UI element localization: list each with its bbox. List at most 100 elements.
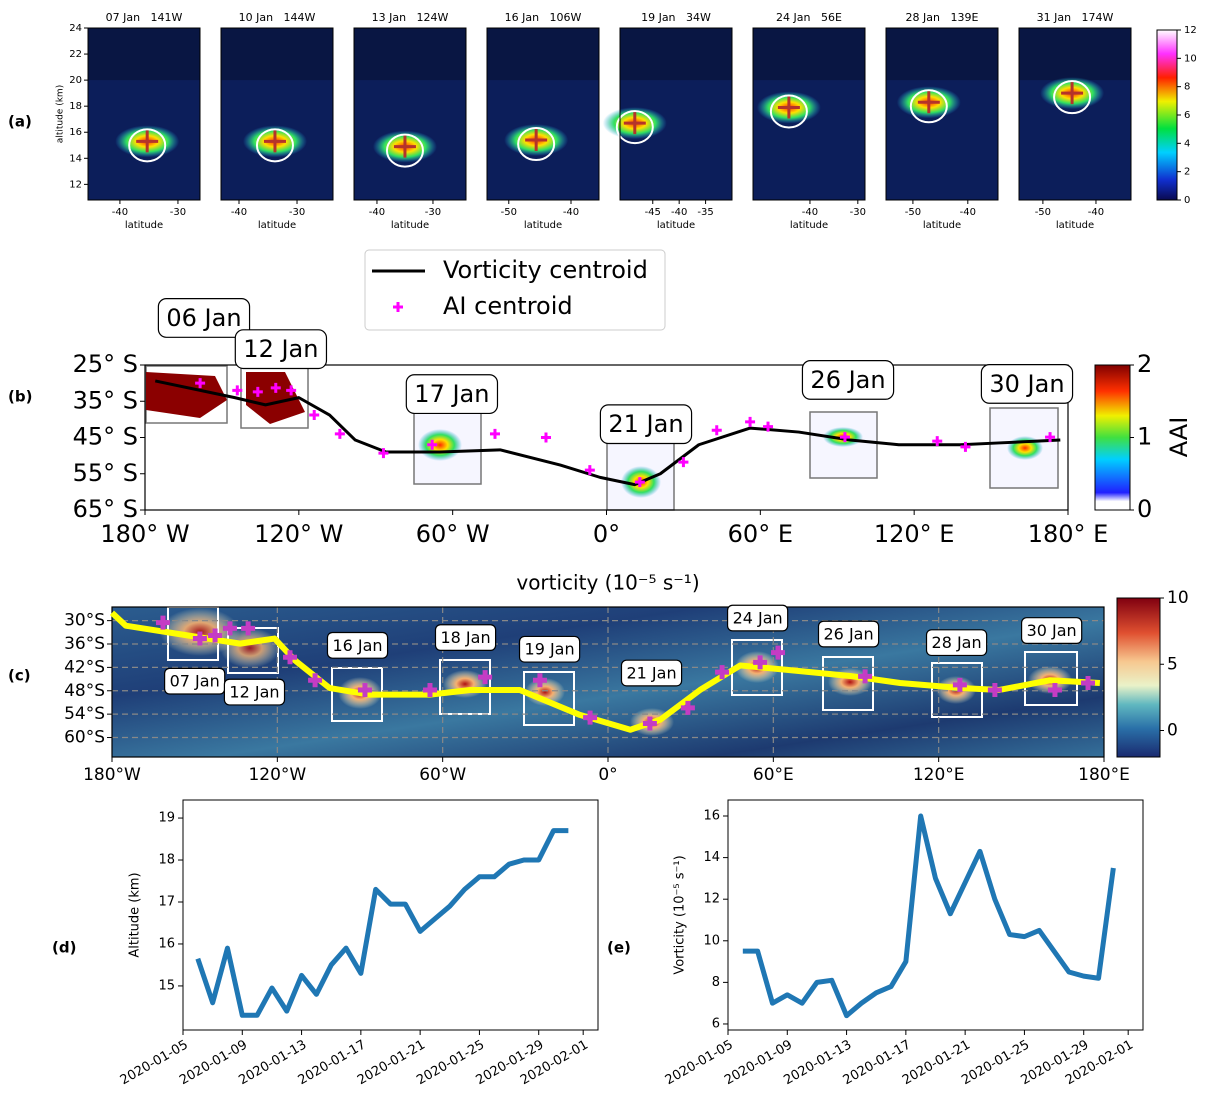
centroid-marker bbox=[932, 436, 943, 447]
x-tick-label: 60°E bbox=[753, 765, 794, 785]
legend-label: Vorticity centroid bbox=[443, 256, 648, 284]
date-label: 30 Jan bbox=[989, 370, 1064, 398]
x-tick-label: -30 bbox=[850, 207, 866, 218]
upper-band bbox=[753, 28, 865, 81]
lidar-image bbox=[354, 28, 466, 200]
centroid-cross bbox=[263, 130, 286, 153]
x-tick-label: -35 bbox=[697, 207, 713, 218]
centroid-marker bbox=[427, 439, 438, 450]
panel-title: 24 Jan 56E bbox=[776, 11, 842, 24]
x-tick-label: 0° bbox=[593, 520, 620, 548]
date-label: 16 Jan bbox=[332, 636, 382, 655]
centroid-marker bbox=[357, 682, 372, 697]
centroid-marker bbox=[283, 650, 298, 665]
y-tick-label: 10 bbox=[703, 933, 720, 948]
date-box bbox=[234, 329, 328, 370]
y-tick-label: 19 bbox=[158, 811, 175, 826]
y-tick-label: 18 bbox=[158, 853, 175, 868]
x-axis-label: latitude bbox=[524, 220, 562, 231]
date-label: 30 Jan bbox=[1027, 621, 1077, 640]
date-label: 21 Jan bbox=[626, 664, 676, 683]
y-tick-label: 60°S bbox=[64, 728, 105, 748]
colorbar-tick-label: 0 bbox=[1167, 721, 1178, 741]
centroid-marker bbox=[715, 665, 730, 680]
date-label: 19 Jan bbox=[525, 640, 575, 659]
centroid-marker bbox=[1045, 432, 1056, 443]
upper-band bbox=[886, 28, 998, 81]
colorbar-tick-label: 1 bbox=[1137, 423, 1152, 451]
centroid-marker bbox=[208, 628, 223, 643]
date-box bbox=[980, 364, 1074, 404]
x-tick-label: 60° W bbox=[416, 520, 490, 548]
centroid-marker bbox=[232, 385, 243, 396]
date-label: 17 Jan bbox=[414, 380, 489, 408]
centroid-marker bbox=[252, 386, 263, 397]
track-line bbox=[109, 610, 1101, 733]
x-tick-label: -40 bbox=[671, 207, 687, 218]
x-tick-label: -40 bbox=[112, 207, 128, 218]
date-box bbox=[223, 678, 286, 706]
series-line bbox=[195, 828, 569, 1018]
centroid-marker bbox=[634, 477, 645, 488]
contour bbox=[128, 128, 167, 163]
y-tick-label: 45° S bbox=[73, 423, 138, 451]
date-box bbox=[925, 629, 988, 657]
centroid-marker bbox=[583, 710, 598, 725]
contour bbox=[909, 89, 948, 124]
date-label: 26 Jan bbox=[810, 366, 885, 394]
panel-title: 19 Jan 34W bbox=[641, 11, 711, 24]
centroid-marker bbox=[678, 457, 689, 468]
centroid-cross bbox=[525, 129, 548, 152]
y-tick-label: 14 bbox=[703, 850, 720, 865]
y-tick-label: 16 bbox=[69, 127, 82, 138]
panel-frame bbox=[885, 27, 999, 201]
legend-box bbox=[364, 249, 666, 331]
contour bbox=[385, 133, 424, 168]
upper-band bbox=[88, 28, 200, 81]
colorbar-tick-label: 10 bbox=[1184, 53, 1197, 64]
upper-band bbox=[221, 28, 333, 81]
centroid-marker bbox=[952, 677, 967, 692]
x-tick-label: 120° W bbox=[254, 520, 343, 548]
x-tick-label: -40 bbox=[1088, 207, 1104, 218]
panel-frame bbox=[486, 27, 600, 201]
lidar-image bbox=[88, 28, 200, 200]
date-label: 06 Jan bbox=[166, 304, 241, 332]
lidar-image bbox=[221, 28, 333, 200]
x-axis-label: latitude bbox=[657, 220, 695, 231]
centroid-marker bbox=[308, 673, 323, 688]
y-tick-label: 14 bbox=[69, 153, 82, 164]
date-label: 28 Jan bbox=[932, 633, 982, 652]
centroid-marker bbox=[286, 385, 297, 396]
colorbar-tick-label: 2 bbox=[1184, 167, 1190, 178]
y-tick-label: 16 bbox=[158, 936, 175, 951]
date-box bbox=[405, 374, 499, 415]
y-tick-label: 30°S bbox=[64, 611, 105, 631]
centroid-marker bbox=[489, 428, 500, 439]
y-tick-label: 12 bbox=[703, 892, 720, 907]
colorbar-tick-label: 0 bbox=[1137, 495, 1152, 523]
contour bbox=[615, 110, 654, 145]
y-tick-label: 24 bbox=[69, 23, 82, 34]
centroid-marker bbox=[478, 670, 493, 685]
lidar-image bbox=[487, 28, 599, 200]
centroid-marker bbox=[1047, 682, 1062, 697]
date-box bbox=[801, 360, 895, 400]
x-tick-label: 180° E bbox=[1028, 520, 1109, 548]
panel-label: (e) bbox=[607, 939, 631, 957]
panel-title: 13 Jan 124W bbox=[372, 11, 449, 24]
centroid-marker bbox=[763, 421, 774, 432]
panel-frame bbox=[353, 27, 467, 201]
x-tick-label: -45 bbox=[645, 207, 661, 218]
panel-label: (d) bbox=[52, 939, 76, 957]
x-tick-label: -40 bbox=[369, 207, 385, 218]
centroid-marker bbox=[222, 621, 237, 636]
y-tick-label: 18 bbox=[69, 101, 82, 112]
colorbar-label: AAI bbox=[1165, 417, 1193, 458]
centroid-marker bbox=[195, 378, 206, 389]
panel-frame bbox=[619, 27, 733, 201]
date-box bbox=[1020, 617, 1083, 644]
date-label: 21 Jan bbox=[608, 410, 683, 438]
y-tick-label: 54°S bbox=[64, 704, 105, 724]
